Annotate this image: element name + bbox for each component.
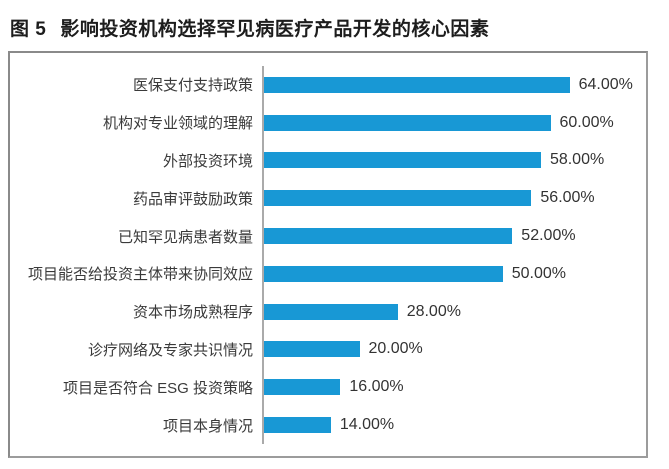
bar-row: 项目能否给投资主体带来协同效应 50.00%	[10, 254, 646, 293]
value-label: 28.00%	[406, 302, 461, 320]
category-label: 资本市场成熟程序	[132, 304, 253, 322]
value-label: 14.00%	[339, 416, 395, 434]
bar-row: 医保支付支持政策 64.00%	[10, 66, 646, 104]
category-label: 项目是否符合 ESG 投资策略	[62, 379, 253, 397]
figure-title: 图 5 影响投资机构选择罕见病医疗产品开发的核心因素	[10, 14, 489, 41]
bar-row: 项目是否符合 ESG 投资策略 16.00%	[10, 368, 646, 407]
bar-rows-container: 医保支付支持政策 64.00% 机构对专业领域的理解 60.00% 外部投资环境 58.0…	[10, 66, 646, 444]
bar-area: 50.00%	[262, 254, 646, 293]
bar	[264, 303, 398, 320]
bar	[264, 76, 570, 93]
value-label: 56.00%	[540, 189, 595, 207]
bar	[264, 228, 513, 245]
category-label: 已知罕见病患者数量	[117, 228, 253, 246]
bar-area: 20.00%	[262, 330, 646, 369]
category-label: 外部投资环境	[162, 152, 253, 170]
bar-area: 64.00%	[262, 66, 646, 104]
category-label: 药品审评鼓励政策	[132, 190, 253, 208]
category-label: 诊疗网络及专家共识情况	[87, 341, 253, 359]
bar	[264, 152, 541, 169]
bar-area: 58.00%	[262, 141, 646, 180]
bar-row: 已知罕见病患者数量 52.00%	[10, 217, 646, 255]
bar-row: 诊疗网络及专家共识情况 20.00%	[10, 330, 646, 369]
bar-row: 项目本身情况 14.00%	[10, 406, 646, 444]
bar-area: 16.00%	[262, 368, 646, 407]
bar-row: 资本市场成熟程序 28.00%	[10, 292, 646, 331]
bar-area: 56.00%	[262, 179, 646, 218]
bar	[264, 379, 341, 396]
bar-area: 60.00%	[262, 103, 646, 142]
bar-area: 28.00%	[262, 292, 646, 331]
bar	[264, 341, 360, 358]
value-label: 16.00%	[349, 378, 404, 396]
chart-frame: 医保支付支持政策 64.00% 机构对专业领域的理解 60.00% 外部投资环境 58.0…	[8, 51, 648, 458]
bar-row: 药品审评鼓励政策 56.00%	[10, 179, 646, 218]
category-label: 机构对专业领域的理解	[102, 115, 253, 133]
value-label: 20.00%	[368, 340, 423, 358]
figure-label: 图 5	[10, 19, 47, 40]
bar-row: 外部投资环境 58.00%	[10, 141, 646, 180]
value-label: 64.00%	[578, 75, 633, 93]
value-label: 60.00%	[559, 113, 614, 131]
figure-title-text: 影响投资机构选择罕见病医疗产品开发的核心因素	[60, 19, 490, 40]
bar-area: 14.00%	[262, 406, 646, 444]
category-label: 项目能否给投资主体带来协同效应	[27, 266, 253, 284]
value-label: 50.00%	[511, 264, 567, 282]
category-label: 医保支付支持政策	[132, 77, 253, 95]
bar	[264, 417, 331, 434]
category-label: 项目本身情况	[162, 417, 253, 435]
bar	[264, 265, 503, 282]
bar-area: 52.00%	[262, 217, 646, 255]
bar	[264, 190, 532, 207]
value-label: 58.00%	[549, 151, 605, 169]
value-label: 52.00%	[521, 227, 576, 245]
bar-row: 机构对专业领域的理解 60.00%	[10, 103, 646, 142]
bar	[264, 114, 551, 131]
